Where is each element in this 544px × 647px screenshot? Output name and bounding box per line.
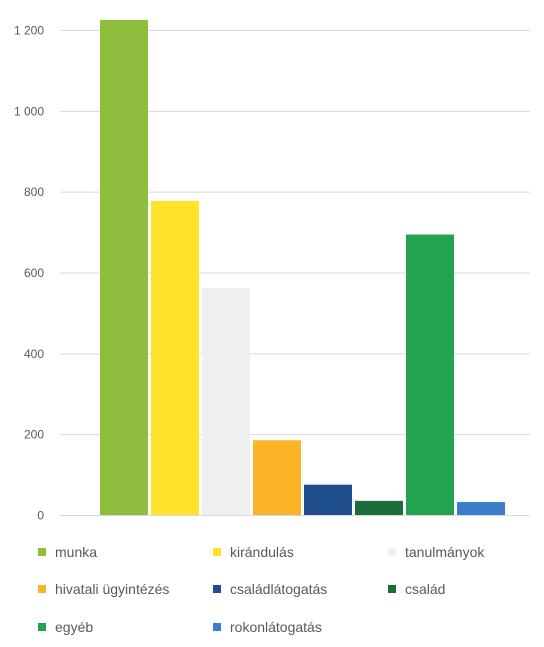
bar-3 — [202, 287, 250, 515]
legend-item: egyéb — [38, 619, 93, 635]
legend-label: rokonlátogatás — [230, 619, 322, 635]
bar-4 — [253, 440, 301, 515]
legend-label: hivatali ügyintézés — [55, 581, 170, 597]
legend-label: kirándulás — [230, 544, 294, 560]
y-tick-label: 1 200 — [14, 24, 44, 38]
legend-swatch — [38, 623, 46, 631]
y-tick-label: 200 — [24, 428, 44, 442]
bars — [100, 19, 505, 515]
y-tick-label: 400 — [24, 347, 44, 361]
legend-item: családlátogatás — [213, 581, 327, 597]
bar-1 — [100, 19, 148, 515]
legend-label: egyéb — [55, 619, 94, 635]
legend-swatch — [213, 623, 221, 631]
bar-8 — [457, 502, 505, 515]
legend-swatch — [38, 548, 46, 556]
legend-item: család — [388, 581, 445, 597]
bar-chart: 0 200 400 600 800 1 000 1 200 — [14, 19, 530, 523]
y-tick-label: 600 — [24, 266, 44, 280]
legend-item: rokonlátogatás — [213, 619, 322, 635]
legend-swatch — [38, 585, 46, 593]
legend-swatch — [213, 585, 221, 593]
legend-swatch — [213, 548, 221, 556]
legend-item: munka — [38, 544, 97, 560]
bar-2 — [151, 200, 199, 515]
legend-label: munka — [55, 544, 98, 560]
legend-swatch — [388, 585, 396, 593]
legend-label: család — [405, 581, 446, 597]
legend-item: kirándulás — [213, 544, 294, 560]
legend-swatch — [388, 548, 396, 556]
bar-5 — [304, 484, 352, 515]
y-axis-tick-labels: 0 200 400 600 800 1 000 1 200 — [14, 24, 44, 523]
legend-label: családlátogatás — [230, 581, 328, 597]
bar-6 — [355, 500, 403, 515]
y-tick-label: 800 — [24, 185, 44, 199]
bar-7 — [406, 234, 454, 515]
y-tick-label: 1 000 — [14, 104, 44, 118]
y-tick-label: 0 — [37, 509, 44, 523]
legend-label: tanulmányok — [405, 544, 485, 560]
legend-item: hivatali ügyintézés — [38, 581, 169, 597]
legend-item: tanulmányok — [388, 544, 484, 560]
